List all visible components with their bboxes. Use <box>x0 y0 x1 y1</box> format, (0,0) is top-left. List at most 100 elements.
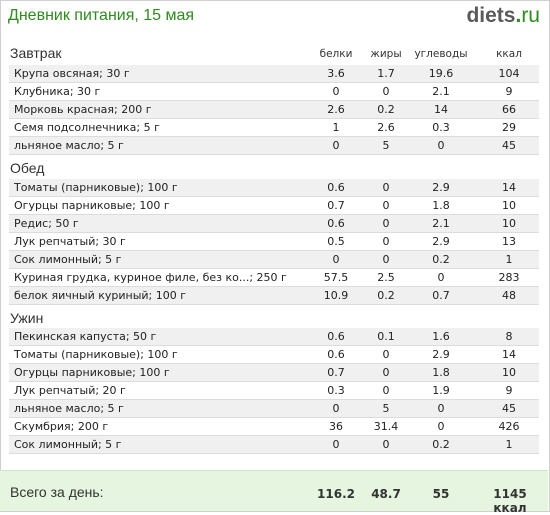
table-row: Куриная грудка, куриное филе, без ко...;… <box>9 269 539 287</box>
table-row: Томаты (парниковые); 100 г 0.6 0 2.9 14 <box>9 346 539 364</box>
fat-value: 0.2 <box>377 289 395 302</box>
column-headers: белки жиры углеводы ккал <box>0 48 550 62</box>
kcal-value: 10 <box>502 217 516 230</box>
col-fat: жиры <box>370 48 402 60</box>
kcal-value: 66 <box>502 103 516 116</box>
fat-value: 5 <box>382 139 390 152</box>
logo-dot: . <box>515 4 522 27</box>
protein-value: 1 <box>332 121 340 134</box>
table-row: льняное масло; 5 г 0 5 0 45 <box>9 400 539 418</box>
kcal-value: 45 <box>502 402 516 415</box>
fat-value: 0.2 <box>377 103 395 116</box>
header: Дневник питания, 15 мая diets.ru <box>0 0 550 34</box>
protein-value: 0.3 <box>327 384 345 397</box>
food-name: Редис; 50 г <box>14 217 79 230</box>
carbs-value: 2.9 <box>432 181 450 194</box>
fat-value: 0 <box>382 384 390 397</box>
protein-value: 10.9 <box>323 289 349 302</box>
protein-value: 0 <box>332 438 340 451</box>
logo-main: diets <box>466 4 516 27</box>
fat-value: 0 <box>382 181 390 194</box>
kcal-value: 1 <box>505 438 513 451</box>
fat-value: 0 <box>382 438 390 451</box>
fat-value: 0 <box>382 348 390 361</box>
fat-value: 2.6 <box>377 121 395 134</box>
kcal-value: 48 <box>502 289 516 302</box>
table-row: Семя подсолнечника; 5 г 1 2.6 0.3 29 <box>9 119 539 137</box>
carbs-value: 2.9 <box>432 235 450 248</box>
table-row: Скумбрия; 200 г 36 31.4 0 426 <box>9 418 539 436</box>
protein-value: 0.7 <box>327 199 345 212</box>
food-name: Скумбрия; 200 г <box>14 420 109 433</box>
kcal-value: 45 <box>502 139 516 152</box>
food-name: Томаты (парниковые); 100 г <box>14 348 178 361</box>
table-row: Лук репчатый; 30 г 0.5 0 2.9 13 <box>9 233 539 251</box>
carbs-value: 0 <box>437 420 445 433</box>
protein-value: 0.7 <box>327 366 345 379</box>
kcal-value: 10 <box>502 199 516 212</box>
food-name: Томаты (парниковые); 100 г <box>14 181 178 194</box>
table-row: Сок лимонный; 5 г 0 0 0.2 1 <box>9 251 539 269</box>
carbs-value: 0 <box>437 271 445 284</box>
carbs-value: 0.3 <box>432 121 450 134</box>
table-row: Морковь красная; 200 г 2.6 0.2 14 66 <box>9 101 539 119</box>
food-name: Сок лимонный; 5 г <box>14 438 122 451</box>
site-logo[interactable]: diets.ru <box>466 4 540 28</box>
kcal-value: 1 <box>505 253 513 266</box>
total-carbs: 55 <box>432 487 450 501</box>
total-label: Всего за день: <box>10 484 104 500</box>
kcal-value: 9 <box>505 384 513 397</box>
fat-value: 2.5 <box>377 271 395 284</box>
food-name: Клубника; 30 г <box>14 85 101 98</box>
fat-value: 0 <box>382 199 390 212</box>
kcal-value: 8 <box>505 330 513 343</box>
food-name: белок яичный куриный; 100 г <box>14 289 187 302</box>
food-name: Крупа овсяная; 30 г <box>14 67 130 80</box>
carbs-value: 19.6 <box>428 67 454 80</box>
carbs-value: 2.9 <box>432 348 450 361</box>
col-protein: белки <box>319 48 353 60</box>
protein-value: 36 <box>329 420 343 433</box>
protein-value: 0 <box>332 139 340 152</box>
table-row: Огурцы парниковые; 100 г 0.7 0 1.8 10 <box>9 197 539 215</box>
fat-value: 5 <box>382 402 390 415</box>
food-name: Лук репчатый; 20 г <box>14 384 126 397</box>
carbs-value: 1.8 <box>432 199 450 212</box>
carbs-value: 2.1 <box>432 85 450 98</box>
table-row: Лук репчатый; 20 г 0.3 0 1.9 9 <box>9 382 539 400</box>
total-fat: 48.7 <box>371 487 401 501</box>
col-carbs: углеводы <box>414 48 468 60</box>
fat-value: 0 <box>382 217 390 230</box>
food-name: льняное масло; 5 г <box>14 402 124 415</box>
food-name: льняное масло; 5 г <box>14 139 124 152</box>
kcal-value: 13 <box>502 235 516 248</box>
page-title: Дневник питания, 15 мая <box>8 7 195 24</box>
table-row: Пекинская капуста; 50 г 0.6 0.1 1.6 8 <box>9 328 539 346</box>
meal-title: Обед <box>10 160 45 176</box>
protein-value: 0 <box>332 85 340 98</box>
table-row: Крупа овсяная; 30 г 3.6 1.7 19.6 104 <box>9 65 539 83</box>
carbs-value: 0 <box>437 139 445 152</box>
fat-value: 0.1 <box>377 330 395 343</box>
fat-value: 0 <box>382 366 390 379</box>
protein-value: 2.6 <box>327 103 345 116</box>
protein-value: 0.6 <box>327 348 345 361</box>
meal-title: Завтрак <box>10 45 62 61</box>
fat-value: 0 <box>382 85 390 98</box>
logo-tld: ru <box>521 4 540 27</box>
fat-value: 0 <box>382 235 390 248</box>
carbs-value: 1.9 <box>432 384 450 397</box>
carbs-value: 0.7 <box>432 289 450 302</box>
meal-title: Ужин <box>10 310 44 326</box>
fat-value: 31.4 <box>373 420 399 433</box>
total-bar: Всего за день: 116.2 48.7 55 1145 ккал <box>0 470 548 515</box>
table-row: Томаты (парниковые); 100 г 0.6 0 2.9 14 <box>9 179 539 197</box>
col-kcal: ккал <box>496 48 522 60</box>
protein-value: 0.6 <box>327 181 345 194</box>
carbs-value: 1.6 <box>432 330 450 343</box>
kcal-value: 104 <box>498 67 520 80</box>
carbs-value: 0.2 <box>432 438 450 451</box>
protein-value: 0 <box>332 402 340 415</box>
protein-value: 3.6 <box>327 67 345 80</box>
food-name: Семя подсолнечника; 5 г <box>14 121 160 134</box>
